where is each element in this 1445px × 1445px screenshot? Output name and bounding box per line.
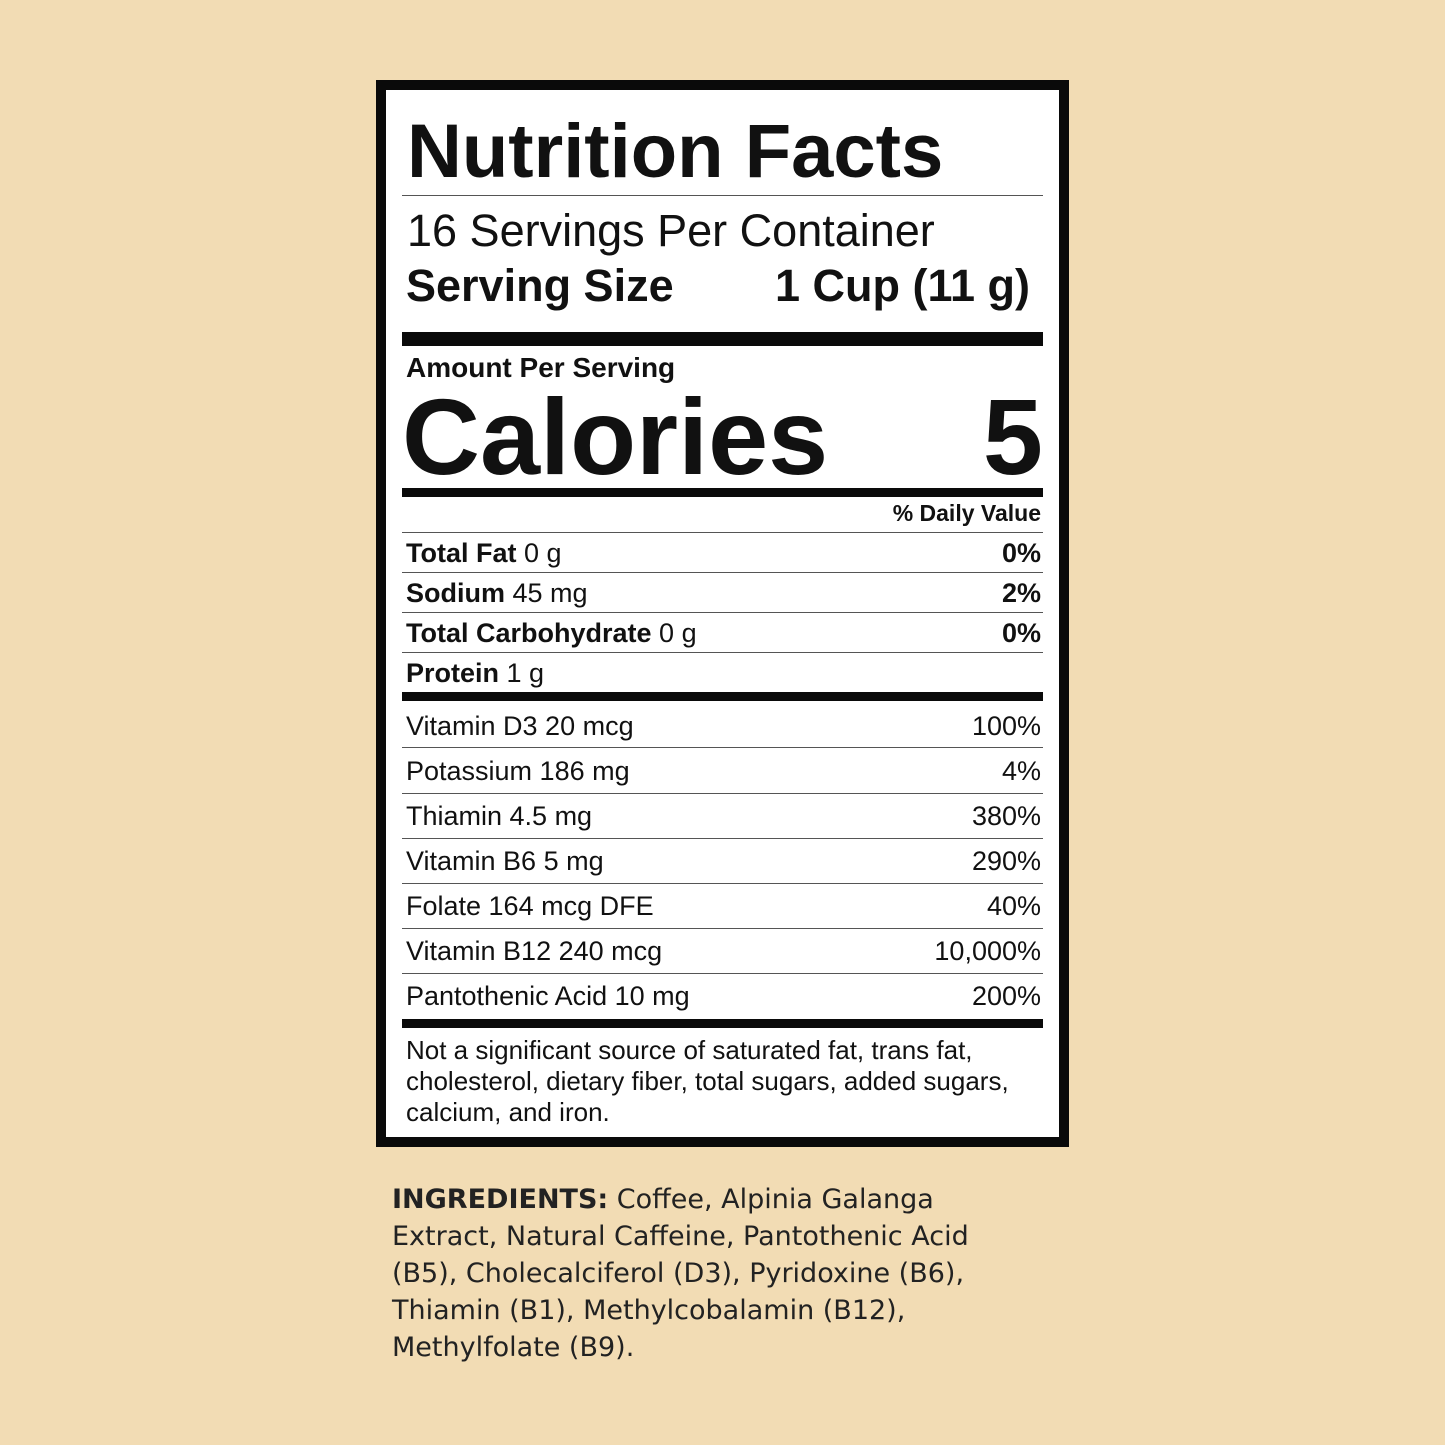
divider	[402, 747, 1043, 748]
label-title: Nutrition Facts	[407, 109, 944, 194]
nutrient-row: Protein 1 g	[406, 653, 1041, 693]
divider	[402, 195, 1043, 196]
nutrient-name: Total Carbohydrate	[406, 617, 652, 648]
divider	[402, 928, 1043, 929]
nutrient-amount: 1 g	[506, 657, 545, 688]
divider	[402, 973, 1043, 974]
nutrient-row: Sodium 45 mg 2%	[406, 573, 1041, 613]
vitamin-name: Thiamin 4.5 mg	[406, 801, 593, 831]
vitamin-dv: 10,000%	[934, 936, 1041, 966]
vitamin-dv: 290%	[971, 846, 1041, 876]
calories-value: 5	[982, 376, 1043, 497]
ingredients: INGREDIENTS: Coffee, Alpinia Galanga Ext…	[392, 1181, 1042, 1366]
daily-value-header: % Daily Value	[892, 500, 1041, 526]
nutrient-row: Total Carbohydrate 0 g 0%	[406, 613, 1041, 653]
vitamin-dv: 100%	[971, 711, 1041, 741]
divider	[402, 883, 1043, 884]
vitamin-name: Potassium 186 mg	[406, 756, 630, 786]
vitamin-name: Vitamin B12 240 mcg	[406, 936, 663, 966]
nutrition-facts-panel	[376, 80, 1069, 1147]
nutrient-dv: 2%	[1001, 577, 1041, 608]
nutrient-dv: 0%	[1001, 537, 1041, 568]
divider	[402, 532, 1043, 533]
serving-size-label: Serving Size	[406, 260, 674, 311]
vitamin-row: Thiamin 4.5 mg 380%	[406, 794, 1041, 839]
nutrient-amount: 0 g	[524, 537, 562, 568]
nutrient-name: Protein	[406, 657, 500, 688]
footnote: Not a significant source of saturated fa…	[406, 1035, 1009, 1127]
ingredients-text: Coffee, Alpinia Galanga Extract, Natural…	[392, 1184, 969, 1363]
nutrient-amount: 45 mg	[512, 577, 588, 608]
medium-divider	[402, 488, 1043, 497]
nutrient-dv: 0%	[1001, 617, 1041, 648]
divider	[402, 652, 1043, 653]
vitamin-dv: 200%	[971, 981, 1041, 1011]
vitamin-row: Potassium 186 mg 4%	[406, 749, 1041, 794]
amount-per-serving: Amount Per Serving	[406, 352, 676, 383]
vitamin-dv: 380%	[971, 801, 1041, 831]
nutrient-amount: 0 g	[659, 617, 697, 648]
nutrient-row: Total Fat 0 g 0%	[406, 533, 1041, 573]
divider	[402, 612, 1043, 613]
vitamin-row: Vitamin B6 5 mg 290%	[406, 839, 1041, 884]
vitamin-row: Folate 164 mcg DFE 40%	[406, 884, 1041, 929]
nutrient-name: Sodium	[406, 577, 505, 608]
divider	[402, 838, 1043, 839]
vitamin-name: Folate 164 mcg DFE	[406, 891, 654, 921]
servings-per-container: 16 Servings Per Container	[407, 205, 935, 256]
divider	[402, 793, 1043, 794]
serving-size-value: 1 Cup (11 g)	[774, 260, 1030, 311]
divider	[402, 572, 1043, 573]
calories-label: Calories	[402, 376, 829, 497]
vitamin-row: Vitamin D3 20 mcg 100%	[406, 704, 1041, 749]
vitamin-row: Vitamin B12 240 mcg 10,000%	[406, 929, 1041, 974]
vitamin-name: Vitamin D3 20 mcg	[406, 711, 634, 741]
vitamin-dv: 4%	[1001, 756, 1041, 786]
medium-divider	[402, 692, 1043, 701]
medium-divider	[402, 1019, 1043, 1028]
calories: Calories 5	[402, 376, 1043, 497]
ingredients-label: INGREDIENTS:	[392, 1184, 609, 1215]
vitamin-row: Pantothenic Acid 10 mg 200%	[406, 974, 1041, 1019]
vitamin-name: Vitamin B6 5 mg	[406, 846, 604, 876]
serving-size: Serving Size 1 Cup (11 g)	[406, 260, 1030, 312]
nutrient-name: Total Fat	[406, 537, 517, 568]
thick-divider	[402, 332, 1043, 346]
vitamin-dv: 40%	[986, 891, 1041, 921]
vitamin-name: Pantothenic Acid 10 mg	[406, 981, 690, 1011]
